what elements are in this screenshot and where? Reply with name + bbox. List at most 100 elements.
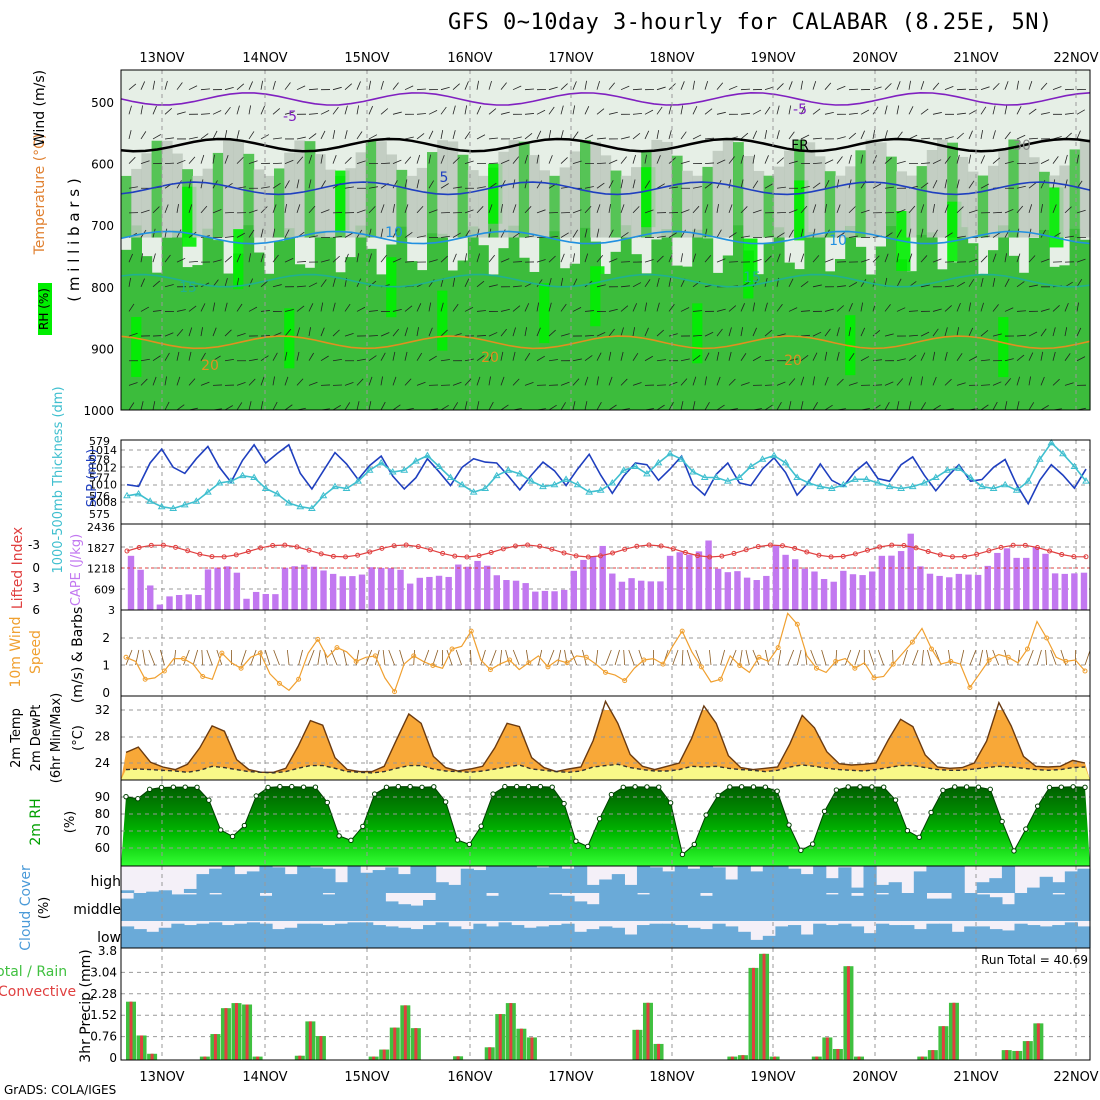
wind-barb — [308, 205, 316, 214]
wind-barb — [1076, 258, 1086, 263]
cape-bar — [965, 574, 972, 610]
wind-barb-10m — [307, 649, 315, 666]
temperature-area — [121, 701, 1090, 780]
wind-barb — [656, 359, 666, 362]
wind-barb — [812, 137, 822, 140]
rh-column — [498, 248, 510, 410]
precip-convective-bar — [741, 1055, 745, 1060]
rh2m-point — [466, 841, 473, 848]
rh2m-point — [1082, 784, 1088, 791]
cloud-cover-bar — [888, 893, 902, 921]
cloud-cover-bar — [322, 925, 336, 948]
wind-barb — [284, 258, 294, 263]
precip-convective-bar — [213, 1034, 217, 1060]
rh2m-point — [999, 818, 1005, 825]
wind-barb — [380, 204, 385, 214]
wind-barb — [476, 376, 481, 386]
upper-air-frame — [120, 69, 1091, 411]
wind-barb — [944, 305, 952, 312]
rh-column-mid — [855, 150, 867, 238]
wind-barb-10m — [557, 649, 562, 666]
wind-barb — [272, 284, 282, 288]
wind-barb — [620, 378, 628, 386]
wind-barb-10m — [745, 649, 750, 666]
wind-barb-10m — [787, 649, 795, 666]
cape-bar — [406, 583, 414, 610]
wind-barb — [848, 282, 858, 288]
wind-barb — [1016, 80, 1019, 90]
wind-barb — [560, 157, 568, 164]
wind-barb-10m — [844, 649, 852, 666]
wind-barb — [524, 88, 535, 91]
rh2m-point — [135, 796, 141, 802]
cloud-cover-bar — [511, 866, 525, 893]
wind-barb — [548, 329, 556, 337]
wind-barb-10m — [877, 649, 884, 666]
temp-axis-label-1: 2m Temp — [9, 708, 24, 768]
wind-speed-point — [833, 658, 839, 664]
y-tick-label-li: -3 — [28, 538, 40, 552]
wind-barb — [368, 253, 372, 263]
wind-barb — [560, 303, 567, 312]
wind-barb — [956, 179, 960, 189]
wind-barb — [740, 179, 744, 189]
cloud-cover-bar — [611, 874, 625, 893]
cloud-cover-bar — [234, 893, 248, 921]
cape-bar — [522, 583, 529, 610]
cape-bar — [686, 554, 693, 610]
wind-barb — [920, 284, 930, 288]
wind-barb — [1076, 327, 1082, 337]
wind-barb — [1052, 378, 1060, 386]
wind-barb — [1004, 358, 1014, 362]
cloud-cover-bar — [385, 867, 399, 893]
wind-barb — [560, 130, 564, 140]
wind-barb — [392, 159, 402, 164]
wind-barb — [488, 137, 498, 140]
cape-bar — [792, 559, 799, 610]
cloud-cover-bar — [624, 884, 638, 893]
cape-bar — [734, 571, 741, 610]
wind-barb — [836, 204, 841, 214]
wind-barb-10m — [273, 649, 280, 666]
wind-barb — [632, 303, 638, 312]
cloud-cover-bar — [850, 895, 865, 921]
wind-barb — [596, 162, 607, 164]
wind-barb — [596, 182, 605, 189]
wind-barb — [728, 351, 732, 361]
isotherm-label: 10 — [829, 233, 847, 249]
wind-barb — [524, 154, 529, 164]
precip-convective-bar — [773, 1056, 777, 1060]
wind-barb — [812, 228, 816, 238]
wind-barb — [908, 228, 912, 238]
wind-barb — [212, 130, 218, 140]
rh-column-mid — [539, 170, 550, 238]
y-tick-label-cape: 1827 — [87, 542, 115, 555]
wind-barb — [896, 307, 906, 312]
wind-barb — [1016, 253, 1021, 263]
wind-barb — [740, 154, 744, 164]
wind-speed-point — [775, 645, 781, 651]
rh-column — [733, 225, 744, 410]
rh2m-point — [928, 809, 934, 816]
wind-speed-point — [276, 680, 282, 686]
wind-speed-point — [698, 664, 704, 670]
wind-barb — [236, 253, 241, 263]
rh2m-point — [348, 837, 354, 844]
wind-barb — [1064, 179, 1068, 189]
wind-barb — [680, 131, 687, 140]
precip-convective-bar — [393, 1027, 397, 1060]
precip-convective-bar — [298, 1055, 302, 1060]
wind-barb — [272, 376, 275, 386]
thickness-point — [250, 473, 258, 480]
rh-column — [702, 238, 714, 410]
wind-barb — [332, 130, 336, 140]
wind-barb — [584, 253, 589, 263]
rh-column-mid — [916, 166, 928, 238]
wind-barb — [656, 130, 660, 140]
cloud-cover-bar — [234, 923, 248, 948]
wind-barb — [200, 327, 203, 337]
cloud-cover-bar — [158, 927, 172, 948]
wind-barb — [968, 130, 973, 140]
rh-column-mid — [661, 141, 673, 238]
wind-barb — [524, 113, 534, 115]
